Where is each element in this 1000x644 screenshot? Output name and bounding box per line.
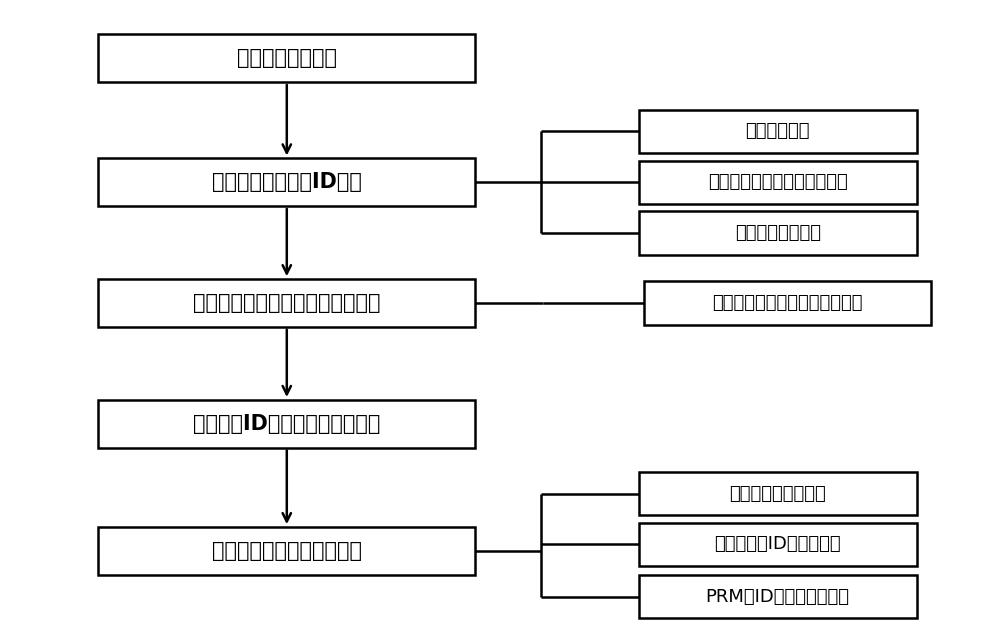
Text: PRM对ID肽段的信号采集: PRM对ID肽段的信号采集 [706, 587, 850, 605]
Text: 包含基因的启动子和终止子区域: 包含基因的启动子和终止子区域 [712, 294, 863, 312]
Bar [644, 281, 931, 325]
Bar [98, 527, 475, 574]
Text: 获得含有ID肽段的靶蛋白的细胞: 获得含有ID肽段的靶蛋白的细胞 [193, 413, 380, 433]
Bar [639, 523, 917, 566]
Bar [98, 400, 475, 448]
Bar [639, 109, 917, 153]
Bar [639, 160, 917, 204]
Bar [639, 575, 917, 618]
Text: 靶向蛋白质组列表: 靶向蛋白质组列表 [237, 48, 337, 68]
Text: 标签抗体对ID肽段的富集: 标签抗体对ID肽段的富集 [714, 535, 841, 553]
Text: 合成需检测的靶蛋白组的基因序列: 合成需检测的靶蛋白组的基因序列 [193, 293, 381, 313]
Bar [639, 211, 917, 254]
Text: 质谱检测获得蛋白定量结果: 质谱检测获得蛋白定量结果 [212, 541, 362, 561]
Text: 总蛋白的获取及酶解: 总蛋白的获取及酶解 [729, 485, 826, 502]
Text: 亲和标签序列: 亲和标签序列 [745, 122, 810, 140]
Text: 蛋白酶的酶切位点: 蛋白酶的酶切位点 [735, 224, 821, 242]
Text: 设计每个蛋白质的ID肽段: 设计每个蛋白质的ID肽段 [212, 172, 362, 192]
Bar [98, 279, 475, 327]
Bar [639, 472, 917, 515]
Text: 指示蛋白的特异性氨基酸序列: 指示蛋白的特异性氨基酸序列 [708, 173, 848, 191]
Bar [98, 34, 475, 82]
Bar [98, 158, 475, 206]
